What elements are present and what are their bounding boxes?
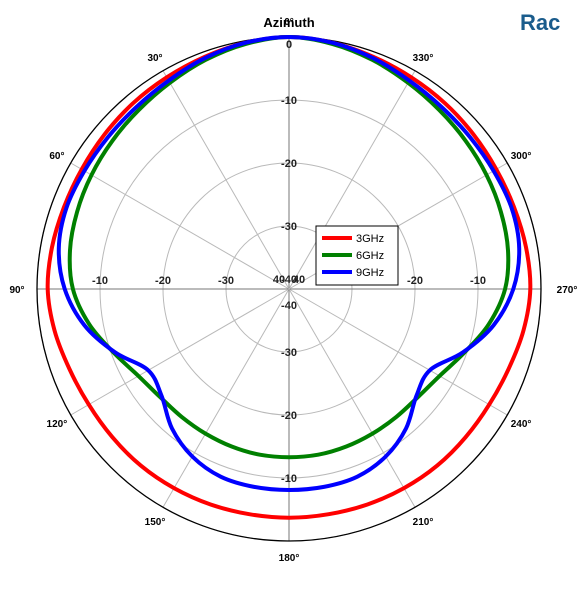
radial-tick-label: -30 — [218, 275, 234, 287]
radial-tick-label: -20 — [281, 158, 297, 170]
legend-entry: 6GHz — [356, 250, 384, 262]
legend-entry: 9GHz — [356, 267, 384, 279]
label-layer: 0° 30° 60° 90° 120° 150° 180° 210° 240° 270° 300° 3… — [9, 17, 577, 564]
grid-spoke — [162, 70, 290, 290]
radial-tick-label: -40 — [281, 274, 297, 286]
angle-tick-label: 0° — [284, 17, 294, 28]
series-line-6GHz — [67, 35, 511, 460]
angle-tick-label: 300° — [511, 151, 532, 162]
grid-spoke — [288, 288, 508, 416]
radial-tick-label: 40 — [293, 274, 305, 286]
angle-tick-label: 150° — [145, 517, 166, 528]
chart-title: Azimuth — [263, 15, 314, 30]
polar-grid — [36, 36, 542, 542]
radial-tick-label: -30 — [281, 221, 297, 233]
grid-spoke — [162, 288, 290, 508]
radial-tick-label: 0 — [286, 39, 292, 51]
radial-tick-label: -20 — [155, 275, 171, 287]
radial-tick-label: -40 — [281, 300, 297, 312]
page-title: Rac — [520, 10, 561, 35]
radial-tick-label: -10 — [281, 473, 297, 485]
series-line-9GHz — [56, 35, 522, 492]
radial-tick-label: -10 — [281, 95, 297, 107]
grid-spoke — [288, 70, 416, 290]
angle-tick-label: 210° — [413, 517, 434, 528]
legend-entry: 3GHz — [356, 233, 384, 245]
angle-tick-label: 270° — [557, 285, 578, 296]
angle-tick-label: 180° — [279, 553, 300, 564]
legend: 3GHz 6GHz 9GHz — [315, 225, 399, 286]
radial-tick-label: -30 — [281, 347, 297, 359]
radial-tick-label: -10 — [92, 275, 108, 287]
angle-tick-label: 30° — [147, 53, 162, 64]
angle-tick-label: 240° — [511, 419, 532, 430]
grid-spoke — [70, 162, 290, 290]
radial-tick-label: -10 — [470, 275, 486, 287]
radial-tick-label: -20 — [281, 410, 297, 422]
angle-tick-label: 90° — [9, 285, 24, 296]
radial-tick-label: -20 — [407, 275, 423, 287]
grid-spoke — [70, 288, 290, 416]
angle-tick-label: 120° — [47, 419, 68, 430]
radial-tick-label: 40 — [273, 274, 285, 286]
series-line-3GHz — [45, 35, 533, 520]
angle-tick-label: 60° — [49, 151, 64, 162]
angle-tick-label: 330° — [413, 53, 434, 64]
grid-spoke — [288, 288, 416, 508]
series-layer — [45, 35, 533, 520]
